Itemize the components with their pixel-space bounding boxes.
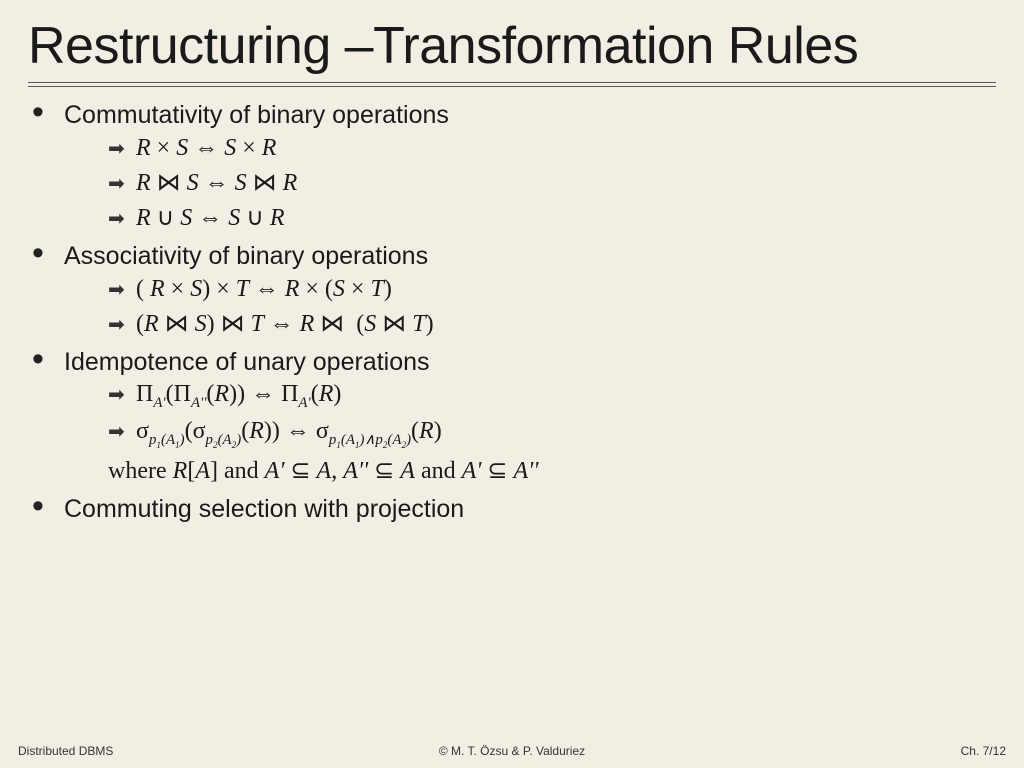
rule-item: ➡ R ⋈ S ⇔ S ⋈ R xyxy=(108,168,996,197)
footer-left: Distributed DBMS xyxy=(18,744,113,758)
section-heading: Associativity of binary operations xyxy=(64,238,428,274)
formula: R ∪ S ⇔ S ∪ R xyxy=(136,203,285,232)
arrow-icon: ➡ xyxy=(108,171,128,196)
section-heading: Idempotence of unary operations xyxy=(64,344,430,380)
arrow-icon: ➡ xyxy=(108,382,128,407)
footer: Distributed DBMS © M. T. Özsu & P. Valdu… xyxy=(0,744,1024,758)
arrow-icon: ➡ xyxy=(108,419,128,444)
formula: ΠA'(ΠA''(R)) ⇔ ΠA'(R) xyxy=(136,381,341,412)
rules-idempotence: ➡ ΠA'(ΠA''(R)) ⇔ ΠA'(R) ➡ σp1(A1)(σp2(A2… xyxy=(108,381,996,485)
slide: Restructuring –Transformation Rules • Co… xyxy=(0,0,1024,768)
formula: R ⋈ S ⇔ S ⋈ R xyxy=(136,168,297,197)
section-heading: Commuting selection with projection xyxy=(64,491,464,527)
formula: R × S ⇔ S × R xyxy=(136,135,276,162)
bullet-icon: • xyxy=(32,491,48,522)
rule-item: ➡ R × S ⇔ S × R xyxy=(108,135,996,162)
bullet-icon: • xyxy=(32,97,48,128)
divider-lines xyxy=(28,82,996,87)
rules-commutativity: ➡ R × S ⇔ S × R ➡ R ⋈ S ⇔ S ⋈ R ➡ R ∪ S … xyxy=(108,135,996,232)
arrow-icon: ➡ xyxy=(108,312,128,337)
slide-title: Restructuring –Transformation Rules xyxy=(28,18,996,74)
arrow-icon: ➡ xyxy=(108,277,128,302)
bullet-associativity: • Associativity of binary operations xyxy=(32,238,996,274)
bullet-icon: • xyxy=(32,344,48,375)
footer-right: Ch. 7/12 xyxy=(961,744,1006,758)
formula: σp1(A1)(σp2(A2)(R)) ⇔ σp1(A1)∧p2(A2)(R) xyxy=(136,418,442,450)
formula: ( R × S) × T ⇔ R × (S × T) xyxy=(136,276,392,303)
section-heading: Commutativity of binary operations xyxy=(64,97,449,133)
rule-item: ➡ (R ⋈ S) ⋈ T ⇔ R ⋈ (S ⋈ T) xyxy=(108,309,996,338)
content-body: • Commutativity of binary operations ➡ R… xyxy=(28,97,996,527)
formula: (R ⋈ S) ⋈ T ⇔ R ⋈ (S ⋈ T) xyxy=(136,309,434,338)
where-clause: where R[A] and A' ⊆ A, A'' ⊆ A and A' ⊆ … xyxy=(108,456,996,485)
footer-center: © M. T. Özsu & P. Valduriez xyxy=(439,744,585,758)
rule-item: ➡ ( R × S) × T ⇔ R × (S × T) xyxy=(108,276,996,303)
rules-associativity: ➡ ( R × S) × T ⇔ R × (S × T) ➡ (R ⋈ S) ⋈… xyxy=(108,276,996,338)
arrow-icon: ➡ xyxy=(108,136,128,161)
bullet-idempotence: • Idempotence of unary operations xyxy=(32,344,996,380)
bullet-commutativity: • Commutativity of binary operations xyxy=(32,97,996,133)
arrow-icon: ➡ xyxy=(108,206,128,231)
rule-item: ➡ σp1(A1)(σp2(A2)(R)) ⇔ σp1(A1)∧p2(A2)(R… xyxy=(108,418,996,450)
rule-item: ➡ ΠA'(ΠA''(R)) ⇔ ΠA'(R) xyxy=(108,381,996,412)
bullet-commuting: • Commuting selection with projection xyxy=(32,491,996,527)
rule-item: ➡ R ∪ S ⇔ S ∪ R xyxy=(108,203,996,232)
bullet-icon: • xyxy=(32,238,48,269)
